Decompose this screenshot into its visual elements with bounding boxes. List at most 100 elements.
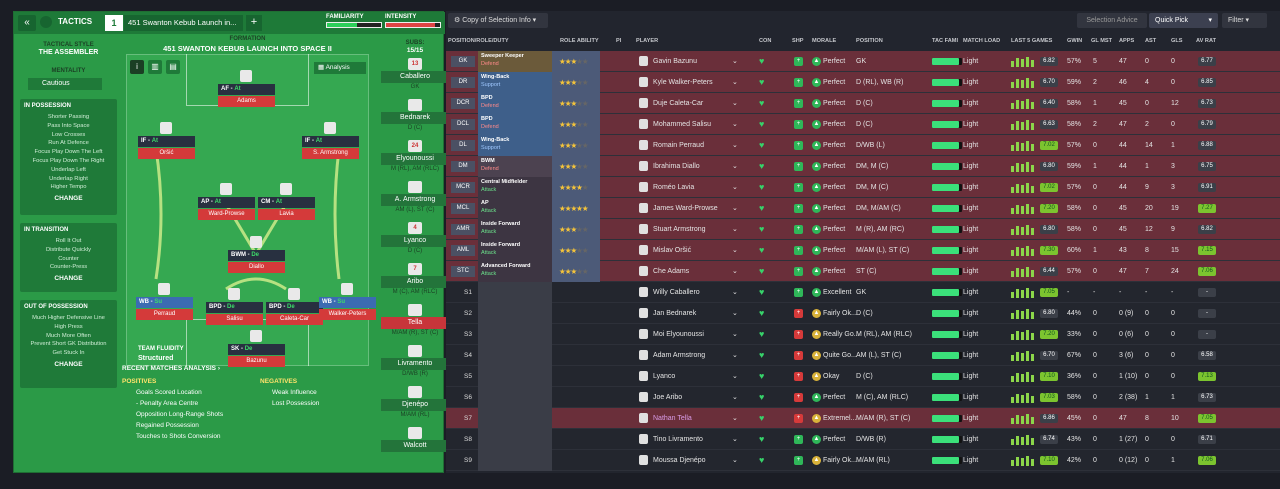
position-slot[interactable]: AML <box>451 245 475 256</box>
table-row[interactable]: S4 Adam Armstrong ⌄ ♥ + ▲ Quite Go... AM (L), S… <box>446 345 1280 366</box>
position-slot[interactable]: AMR <box>451 224 475 235</box>
table-row[interactable]: DR Wing-Back Support ★★★★★ Kyle Walker-Peter… <box>446 72 1280 93</box>
column-header[interactable]: PLAYER <box>636 38 659 44</box>
player-name[interactable]: Moi Elyounoussi <box>653 331 704 338</box>
column-header[interactable]: MORALE <box>812 38 837 44</box>
table-row[interactable]: DL Wing-Back Support ★★★★★ Romain Perraud ⌄ ♥ +… <box>446 135 1280 156</box>
position-tag[interactable]: BWM - De Diallo <box>228 250 285 273</box>
column-header[interactable]: PI <box>616 38 622 44</box>
column-header[interactable]: GL MST <box>1091 38 1113 44</box>
position-slot[interactable]: DR <box>451 77 475 88</box>
table-row[interactable]: GK Sweeper Keeper Defend ★★★★★ Gavin Bazunu ⌄… <box>446 51 1280 72</box>
position-slot[interactable]: MCR <box>451 182 475 193</box>
position-tag[interactable]: IF - At S. Armstrong <box>302 136 359 159</box>
table-row[interactable]: DM BWM Defend ★★★★★ Ibrahima Diallo ⌄ ♥ + ▲ Perfe… <box>446 156 1280 177</box>
chevron-down-icon[interactable]: ⌄ <box>732 415 738 422</box>
position-tag[interactable]: SK - De Bazunu <box>228 344 285 367</box>
formation-name[interactable]: 451 SWANTON KEBUB LAUNCH INTO SPACE II <box>163 44 332 53</box>
chevron-down-icon[interactable]: ⌄ <box>732 331 738 338</box>
role-duty-cell[interactable]: Wing-Back Support <box>478 72 552 93</box>
chevron-down-icon[interactable]: ⌄ <box>732 79 738 86</box>
chevron-down-icon[interactable]: ⌄ <box>732 163 738 170</box>
sub-player[interactable]: Bednarek D (C) <box>381 99 449 131</box>
chevron-down-icon[interactable]: ⌄ <box>732 436 738 443</box>
role-duty-cell[interactable]: AP Attack <box>478 198 552 219</box>
column-header[interactable]: ROLE ABILITY <box>560 38 599 44</box>
table-row[interactable]: S6 Joe Aribo ⌄ ♥ + ▲ Perfect M (C), AM (RLC) Lig… <box>446 387 1280 408</box>
player-name[interactable]: Mohammed Salisu <box>653 121 711 128</box>
role-duty-cell[interactable]: Inside Forward Attack <box>478 219 552 240</box>
player-name[interactable]: Lyanco <box>653 373 676 380</box>
player-name[interactable]: Roméo Lavia <box>653 184 695 191</box>
chevron-down-icon[interactable]: ⌄ <box>732 58 738 65</box>
table-row[interactable]: S7 Nathan Tella ⌄ ♥ + ▲ Extremel... M/AM (R), S… <box>446 408 1280 429</box>
position-tag[interactable]: AP - At Ward-Prowse <box>198 197 255 220</box>
table-row[interactable]: MCL AP Attack ★★★★★ James Ward-Prowse ⌄ ♥ + ▲ Per… <box>446 198 1280 219</box>
info-icon[interactable]: i <box>130 60 144 74</box>
table-row[interactable]: S8 Tino Livramento ⌄ ♥ + ▲ Perfect D/WB (R) Ligh… <box>446 429 1280 450</box>
mentality-dropdown[interactable]: Cautious <box>28 78 102 90</box>
chevron-down-icon[interactable]: ⌄ <box>732 457 738 464</box>
pitch-view-icon[interactable]: ▤ <box>166 60 180 74</box>
role-duty-cell[interactable]: BPD Defend <box>478 114 552 135</box>
chevron-down-icon[interactable]: ⌄ <box>732 142 738 149</box>
sub-player[interactable]: 13 Caballero GK <box>381 58 449 90</box>
sub-player[interactable]: Tella M/AM (R), ST (C) <box>381 304 449 336</box>
player-name[interactable]: Moussa Djenépo <box>653 457 706 464</box>
table-row[interactable]: S2 Jan Bednarek ⌄ ♥ + ▲ Fairly Ok... D (C) Light… <box>446 303 1280 324</box>
selection-advice-button[interactable]: Selection Advice <box>1077 13 1147 28</box>
position-slot[interactable]: STC <box>451 266 475 277</box>
position-tag[interactable]: IF - At Oršić <box>138 136 195 159</box>
chevron-down-icon[interactable]: ⌄ <box>732 226 738 233</box>
chevron-down-icon[interactable]: ⌄ <box>732 310 738 317</box>
column-header[interactable]: POSITION <box>856 38 883 44</box>
player-name[interactable]: James Ward-Prowse <box>653 205 718 212</box>
sub-player[interactable]: 7 Aribo M (C), AM (RLC) <box>381 263 449 295</box>
player-name[interactable]: Duje Caleta-Car <box>653 100 704 107</box>
player-name[interactable]: Joe Aribo <box>653 394 683 401</box>
column-header[interactable]: MATCH LOAD <box>963 38 1001 44</box>
player-name[interactable]: Ibrahima Diallo <box>653 163 700 170</box>
table-row[interactable]: S1 Willy Caballero ⌄ ♥ + ▲ Excellent GK Light 7.0… <box>446 282 1280 303</box>
player-name[interactable]: Che Adams <box>653 268 690 275</box>
role-duty-cell[interactable]: Wing-Back Support <box>478 135 552 156</box>
stats-icon[interactable]: ▥ <box>148 60 162 74</box>
view-dropdown[interactable]: ⚙ Copy of Selection Info ▾ <box>448 13 548 28</box>
chevron-down-icon[interactable]: ⌄ <box>732 184 738 191</box>
table-row[interactable]: MCR Central Midfielder Attack ★★★★★ Roméo La… <box>446 177 1280 198</box>
table-row[interactable]: S3 Moi Elyounoussi ⌄ ♥ + ▲ Really Go... M (RL),… <box>446 324 1280 345</box>
position-tag[interactable]: BPD - De Caleta-Car <box>266 302 323 325</box>
filter-button[interactable]: Filter ▾ <box>1222 13 1267 28</box>
chevron-down-icon[interactable]: ⌄ <box>732 268 738 275</box>
column-header[interactable]: AV RAT <box>1196 38 1216 44</box>
position-tag[interactable]: CM - At Lavia <box>258 197 315 220</box>
position-slot[interactable]: MCL <box>451 203 475 214</box>
sub-player[interactable]: Walcott <box>381 427 449 453</box>
chevron-down-icon[interactable]: ⌄ <box>732 373 738 380</box>
position-slot[interactable]: GK <box>451 56 475 67</box>
player-name[interactable]: Tino Livramento <box>653 436 703 443</box>
recent-analysis-title[interactable]: RECENT MATCHES ANALYSIS › <box>122 365 220 372</box>
table-row[interactable]: S5 Lyanco ⌄ ♥ + ▲ Okay D (C) Light 7.10 36% 0 1 (10)… <box>446 366 1280 387</box>
back-button[interactable]: « <box>18 15 36 31</box>
player-name[interactable]: Gavin Bazunu <box>653 58 697 65</box>
column-header[interactable]: TAC FAMI <box>932 38 958 44</box>
player-name[interactable]: Romain Perraud <box>653 142 704 149</box>
position-slot[interactable]: DCR <box>451 98 475 109</box>
position-tag[interactable]: BPD - De Salisu <box>206 302 263 325</box>
role-duty-cell[interactable]: Sweeper Keeper Defend <box>478 51 552 72</box>
column-header[interactable]: GWIN <box>1067 38 1083 44</box>
player-name[interactable]: Jan Bednarek <box>653 310 697 317</box>
player-name[interactable]: Stuart Armstrong <box>653 226 706 233</box>
add-tactic-button[interactable]: + <box>246 15 262 31</box>
position-tag[interactable]: WB - Su Perraud <box>136 297 193 320</box>
position-slot[interactable]: DL <box>451 140 475 151</box>
role-duty-cell[interactable]: Central Midfielder Attack <box>478 177 552 198</box>
column-header[interactable]: CON <box>759 38 772 44</box>
table-row[interactable]: AMR Inside Forward Attack ★★★★★ Stuart Armst… <box>446 219 1280 240</box>
sub-player[interactable]: Djenépo M/AM (RL) <box>381 386 449 418</box>
sub-player[interactable]: 24 Elyounoussi M (RL), AM (RLC) <box>381 140 449 172</box>
column-header[interactable]: SHP <box>792 38 804 44</box>
chevron-down-icon[interactable]: ⌄ <box>732 247 738 254</box>
chevron-down-icon[interactable]: ⌄ <box>732 352 738 359</box>
